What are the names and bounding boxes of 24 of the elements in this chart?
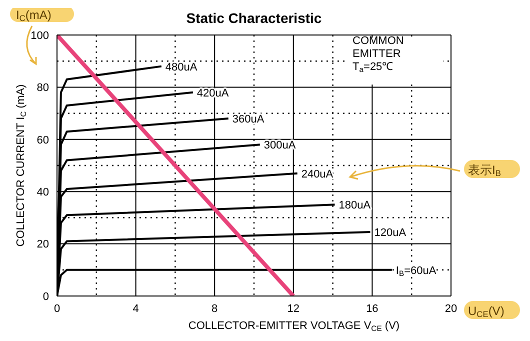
x-axis-title: COLLECTOR-EMITTER VOLTAGE V$_{CE}$ (V) [188,320,400,334]
y-tick-label: 60 [36,134,49,146]
x-tick-label: 0 [54,302,60,315]
y-tick-label: 100 [30,30,49,42]
text: I$_{C}$(mA) [16,8,52,24]
x-tick-label: 12 [287,302,300,315]
y-tick-label: 40 [36,186,49,199]
series-label: 360uA [232,114,265,126]
annotation: COMMON EMITTER T$_{a}$=25℃ [352,35,404,75]
text: U$_{CE}$(V) [468,304,504,320]
x-tick-label: 8 [212,302,218,315]
series-label: I$_{B}$=60uA [396,264,437,278]
text: 表示I$_{B}$ [468,163,502,178]
y-tick-label: 80 [36,82,49,94]
y-tick-label: 0 [42,290,49,303]
y-tick-label: 20 [36,238,49,251]
x-tick-label: 16 [366,302,378,315]
x-tick-label: 4 [132,302,139,315]
series-label: 120uA [374,227,407,240]
series-label: 480uA [165,61,198,74]
series-label: 180uA [338,200,372,212]
series-label: 240uA [301,168,334,180]
x-tick-label: 20 [444,302,458,315]
chart-title: Static Characteristic [186,10,322,26]
